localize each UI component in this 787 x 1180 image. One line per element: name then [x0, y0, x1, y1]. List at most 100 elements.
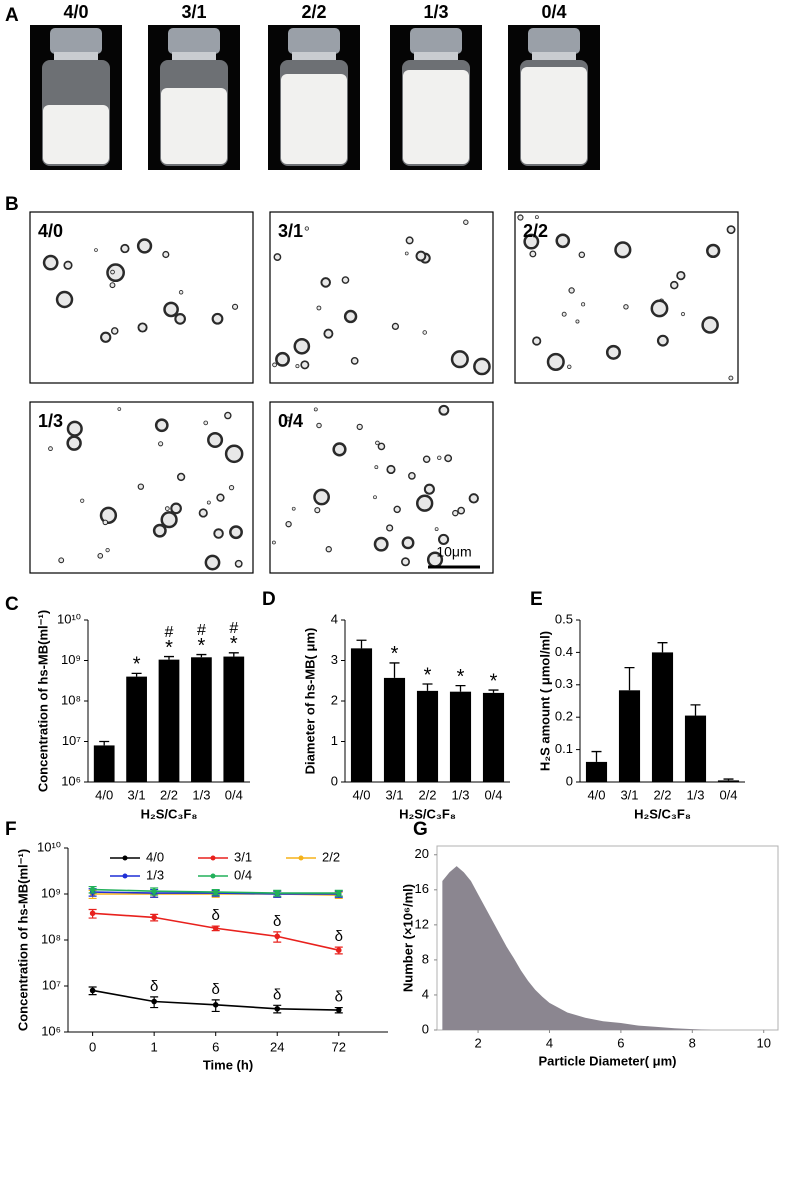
x-tick-label: 4/0: [587, 787, 605, 802]
vial-liquid: [43, 105, 109, 164]
bubble: [313, 407, 318, 412]
point: [335, 947, 342, 954]
bubble: [534, 215, 539, 220]
bubble: [291, 506, 296, 511]
point: [89, 987, 96, 994]
bubble: [120, 243, 130, 254]
error-bar: [624, 666, 635, 691]
bubble: [575, 319, 580, 324]
y-tick-label: 0: [422, 1021, 429, 1036]
x-tick-label: 4/0: [352, 787, 370, 802]
bubble: [726, 225, 736, 235]
bar: [684, 715, 707, 782]
y-tick-label: 0.2: [555, 709, 573, 724]
y-tick-label: 8: [422, 951, 429, 966]
annotation: δ: [335, 928, 343, 945]
panel-label: A: [5, 5, 19, 26]
legend-marker: [210, 873, 216, 879]
bubble: [614, 241, 632, 259]
bubble: [450, 350, 469, 369]
x-tick-label: 0/4: [225, 787, 243, 802]
bar: [482, 692, 505, 782]
legend-label: 1/3: [146, 867, 164, 882]
bubble: [234, 559, 243, 568]
area: [442, 866, 711, 1030]
annotation: *: [230, 633, 238, 655]
bubble: [285, 416, 291, 422]
bubble: [438, 404, 450, 416]
bubble: [158, 441, 164, 447]
bubble: [163, 301, 179, 318]
bubble: [170, 502, 182, 515]
y-axis-title: Concentration of hs-MB(ml⁻¹): [15, 849, 30, 1031]
bubble: [332, 442, 347, 457]
bar: [618, 690, 641, 782]
annotation: *: [198, 635, 206, 657]
sample-label: 1/3: [423, 2, 448, 22]
bubble: [174, 313, 186, 325]
bubble: [374, 465, 379, 470]
bubble: [356, 423, 363, 431]
vial-neck: [54, 52, 98, 62]
vial-cap: [528, 28, 580, 54]
bubble: [224, 411, 232, 420]
error-bar: [657, 642, 668, 653]
x-axis-title: H₂S/C₃F₈: [634, 806, 691, 821]
bubble: [106, 263, 125, 283]
x-tick-label: 2: [474, 1035, 481, 1050]
panel-label: B: [5, 194, 19, 215]
y-tick-label: 0.1: [555, 741, 573, 756]
point: [151, 914, 157, 921]
y-tick-label: 10⁸: [41, 931, 61, 946]
annotation: *: [424, 664, 432, 686]
sample-label: 3/1: [278, 221, 303, 241]
x-tick-label: 10: [756, 1035, 770, 1050]
bubble: [468, 493, 479, 504]
bubble: [273, 253, 282, 261]
bar: [126, 676, 147, 782]
y-tick-label: 0.3: [555, 676, 573, 691]
point: [274, 933, 281, 940]
bar: [416, 690, 439, 782]
point: [274, 890, 281, 896]
vial-cap: [288, 28, 340, 54]
bubble: [137, 322, 148, 333]
bubble: [109, 282, 116, 289]
bubble: [94, 248, 98, 252]
bubble: [178, 290, 184, 295]
bubble: [567, 364, 572, 369]
bubble: [561, 311, 567, 317]
point: [89, 910, 96, 917]
x-axis-title: H₂S/C₃F₈: [399, 806, 456, 821]
vial-liquid: [521, 67, 587, 164]
x-tick-label: 8: [689, 1035, 696, 1050]
bubble: [605, 344, 621, 360]
x-axis-title: H₂S/C₃F₈: [141, 806, 198, 821]
sample-label: 3/1: [181, 2, 206, 22]
bubble: [203, 420, 209, 426]
x-tick-label: 4/0: [95, 787, 113, 802]
error-bar: [591, 750, 602, 762]
bubble: [55, 290, 74, 309]
vial-neck: [172, 52, 216, 62]
x-tick-label: 2/2: [160, 787, 178, 802]
bar: [651, 652, 674, 782]
bubble: [204, 554, 221, 571]
bubble: [463, 219, 469, 225]
bubble: [314, 507, 321, 514]
bubble: [341, 276, 350, 284]
y-axis-title: Diameter of hs-MB( μm): [302, 628, 317, 775]
bubble: [343, 309, 358, 324]
bubble: [350, 356, 359, 365]
bubble: [437, 455, 442, 461]
bubble: [373, 495, 377, 500]
bubble: [272, 362, 278, 368]
annotation: *: [133, 654, 141, 676]
error-bar: [723, 778, 734, 781]
bubble: [438, 533, 450, 545]
bubble: [323, 328, 334, 339]
legend-marker: [122, 855, 128, 861]
point: [212, 925, 219, 932]
bubble: [656, 334, 669, 347]
bubble: [546, 352, 565, 371]
